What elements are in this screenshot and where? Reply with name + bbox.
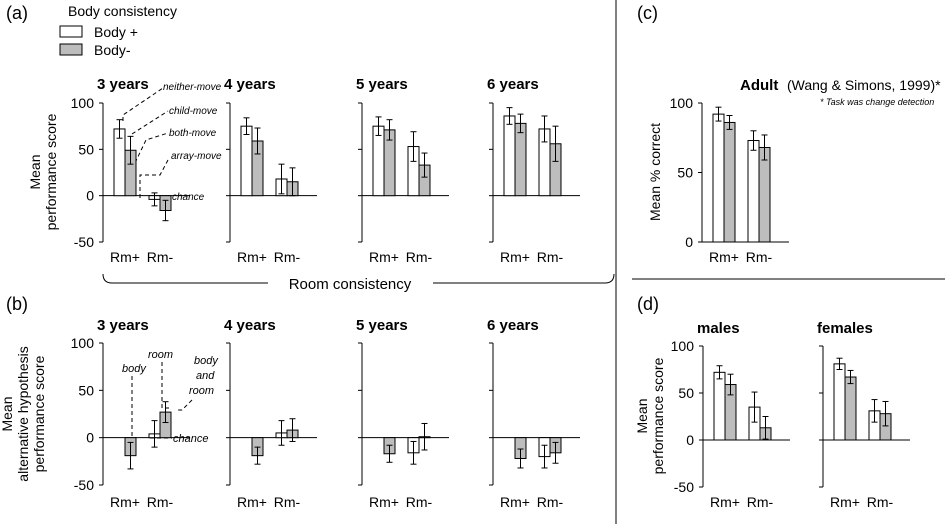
x-category-label: Rm+ — [710, 494, 740, 510]
x-category-label: Rm+ — [500, 494, 530, 510]
annotation-neither-move: neither-move — [163, 82, 222, 93]
x-category-label: Rm- — [537, 249, 564, 265]
legend: Body consistency Body + Body- — [59, 3, 177, 58]
bar-body-plus — [833, 363, 846, 441]
y-axis-label: Mean — [27, 154, 43, 189]
y-axis-label: performance score — [31, 355, 47, 472]
y-tick-label: 100 — [670, 95, 694, 111]
x-category-label: Rm- — [867, 494, 894, 510]
x-category-label: Rm+ — [369, 494, 399, 510]
y-tick-label: -50 — [674, 479, 694, 495]
legend-swatch-body-minus — [59, 43, 83, 56]
x-category-label: Rm- — [274, 494, 301, 510]
subplot-title: 6 years — [487, 76, 539, 93]
y-axis-label: Mean % correct — [647, 123, 663, 221]
bar-body-plus — [712, 113, 725, 243]
y-tick-label: 50 — [678, 385, 694, 401]
x-category-label: Rm+ — [369, 249, 399, 265]
y-axis-label: performance score — [43, 113, 59, 230]
legend-swatch-body-plus — [59, 25, 83, 38]
x-category-label: Rm- — [747, 494, 774, 510]
bar-body-plus — [503, 115, 516, 197]
x-category-label: Rm+ — [237, 249, 267, 265]
annotation-room: room — [148, 349, 173, 361]
annotations-b: body room body and room chance — [122, 349, 221, 445]
bar-body-plus — [113, 128, 126, 197]
panel-label-b: (b) — [6, 294, 28, 314]
x-category-label: Rm- — [274, 249, 301, 265]
annotation-body-and-room: body and room — [189, 355, 221, 397]
y-tick-label: 0 — [86, 430, 94, 446]
bar-body-plus — [240, 125, 253, 197]
bar-body-minus — [514, 122, 527, 197]
annotation-body: body — [122, 363, 147, 375]
panel-label-a: (a) — [6, 3, 28, 23]
subplot-title: 3 years — [97, 76, 149, 93]
y-axis-label: Mean — [0, 396, 15, 431]
subplot-title: 3 years — [97, 317, 149, 334]
panel-label-c: (c) — [637, 3, 658, 23]
adult-citation: (Wang & Simons, 1999)* — [787, 77, 941, 93]
legend-label-body-minus: Body- — [94, 42, 131, 58]
x-category-label: Rm- — [406, 494, 433, 510]
y-tick-label: 100 — [71, 335, 95, 351]
y-tick-label: -50 — [74, 477, 94, 493]
subplot-title: 5 years — [356, 317, 408, 334]
subplot-title: 6 years — [487, 317, 539, 334]
annotations-a: neither-move child-move both-move array-… — [122, 82, 222, 203]
y-tick-label: 100 — [671, 338, 695, 354]
annotation-both-move: both-move — [169, 128, 217, 139]
y-tick-label: 0 — [686, 432, 694, 448]
legend-label-body-plus: Body + — [94, 24, 138, 40]
x-category-label: Rm+ — [709, 249, 739, 265]
x-category-label: Rm+ — [500, 249, 530, 265]
y-tick-label: 100 — [71, 95, 95, 111]
y-tick-label: 50 — [677, 165, 693, 181]
x-category-label: Rm+ — [110, 494, 140, 510]
x-category-label: Rm- — [537, 494, 564, 510]
subplot-title: males — [697, 320, 740, 337]
x-category-label: Rm- — [147, 249, 174, 265]
bar-body-minus — [723, 121, 736, 243]
room-consistency-bracket: Room consistency — [102, 273, 615, 293]
legend-title: Body consistency — [68, 3, 177, 19]
x-category-label: Rm+ — [237, 494, 267, 510]
y-tick-label: 0 — [685, 234, 693, 250]
panel-label-d: (d) — [637, 294, 659, 314]
y-axis-label: alternative hypothesis — [15, 346, 31, 481]
subplot-title: 4 years — [224, 317, 276, 334]
bar-body-minus — [844, 376, 857, 441]
subplot-title: females — [817, 320, 873, 337]
x-category-label: Rm+ — [830, 494, 860, 510]
adult-note: * Task was change detection — [820, 97, 934, 107]
adult-title: Adult — [740, 77, 778, 94]
y-tick-label: 0 — [86, 188, 94, 204]
y-axis-label: performance score — [650, 357, 666, 474]
subplot-title: 5 years — [356, 76, 408, 93]
bar-body-plus — [713, 371, 726, 441]
x-category-label: Rm- — [746, 249, 773, 265]
y-axis-label: Mean — [634, 398, 650, 433]
room-consistency-label: Room consistency — [289, 276, 412, 293]
bar-body-minus — [758, 146, 771, 243]
annotation-array-move: array-move — [171, 151, 222, 162]
x-category-label: Rm- — [147, 494, 174, 510]
subplot-title: 4 years — [224, 76, 276, 93]
annotation-chance-b: chance — [173, 433, 208, 445]
bar-body-plus — [372, 125, 385, 197]
bar-body-plus — [747, 140, 760, 243]
annotation-chance-a: chance — [172, 192, 205, 203]
x-category-label: Rm- — [406, 249, 433, 265]
x-category-label: Rm+ — [110, 249, 140, 265]
y-tick-label: -50 — [74, 234, 94, 250]
y-tick-label: 50 — [78, 382, 94, 398]
y-tick-label: 50 — [78, 141, 94, 157]
annotation-child-move: child-move — [169, 106, 218, 117]
